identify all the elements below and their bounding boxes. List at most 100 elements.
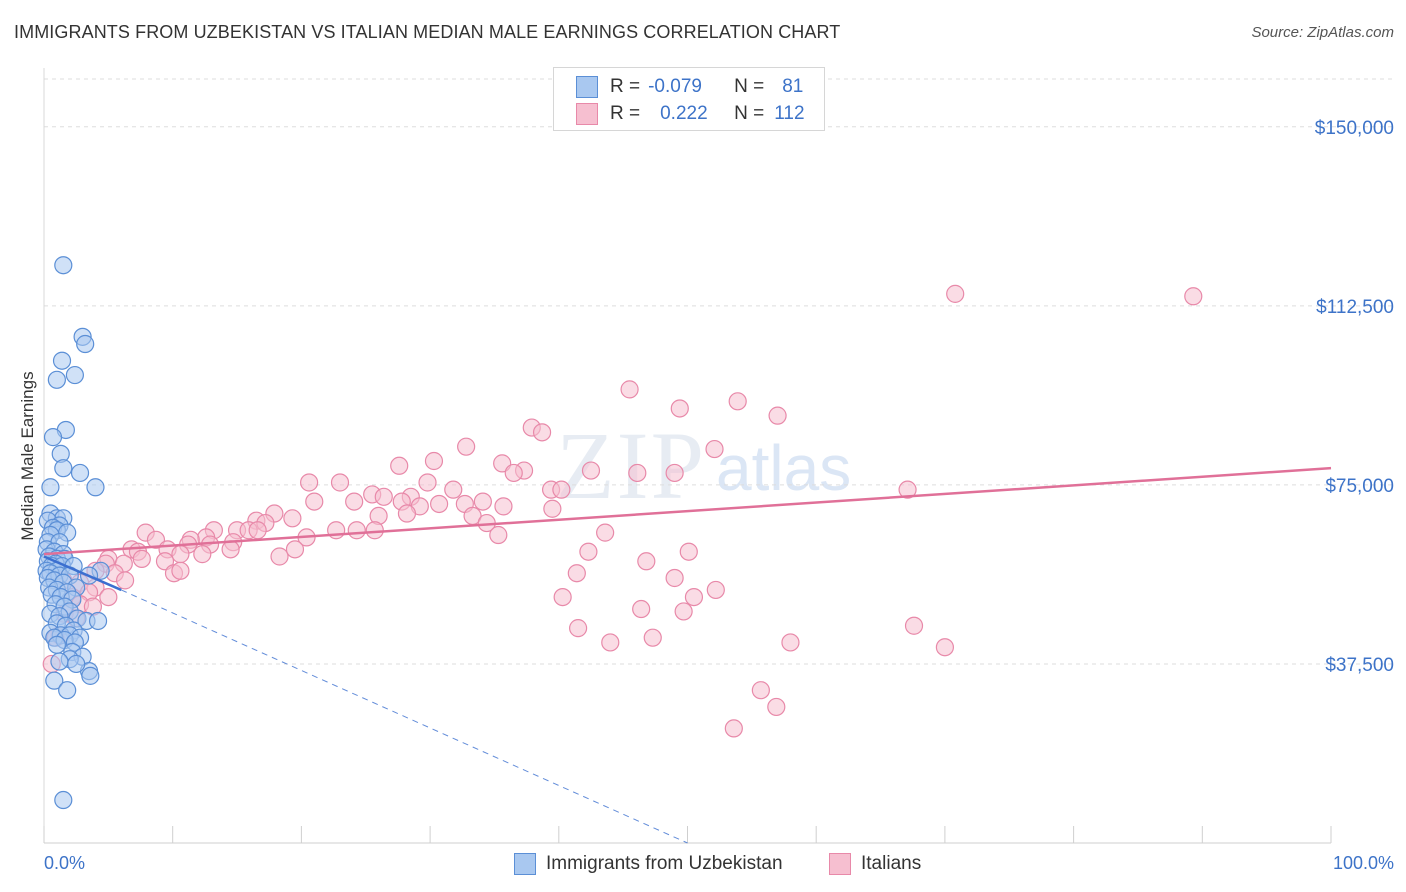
italians-point: [728, 392, 747, 411]
stats-legend-row-italians: R = 0.222 N = 112: [576, 101, 805, 127]
italians-point: [643, 628, 662, 647]
uzbekistan-trend-line: [43, 555, 122, 592]
italians-point: [365, 521, 384, 540]
italians-point: [99, 587, 118, 607]
italians-point: [494, 497, 513, 516]
italians-point: [424, 451, 444, 471]
italians-point: [781, 633, 800, 652]
italians-point: [430, 494, 449, 514]
italians-point: [285, 540, 305, 559]
italians-point: [670, 399, 689, 418]
italians-point: [374, 487, 393, 506]
legend-item-uzbekistan: Immigrants from Uzbekistan: [514, 851, 783, 877]
uzbekistan-point: [70, 463, 90, 483]
italians-point: [504, 463, 523, 483]
italians-point: [221, 540, 240, 559]
italians-point: [193, 545, 212, 564]
italians-point: [270, 547, 289, 566]
stats-legend-row-uzbekistan: R = -0.079 N = 81: [576, 74, 803, 100]
uzbekistan-point: [58, 681, 77, 700]
watermark-zip: ZIP: [556, 412, 706, 519]
uzbekistan-point: [76, 334, 95, 354]
italians-trend-line: [43, 466, 1332, 556]
italians-point: [390, 456, 409, 475]
n-value: 112: [774, 103, 805, 124]
italians-point: [567, 564, 586, 583]
italians-point: [543, 499, 562, 518]
blue-swatch: [514, 853, 536, 875]
italians-point: [767, 697, 786, 717]
italians-point: [601, 633, 620, 652]
italians-point: [132, 549, 151, 568]
source-label: Source: ZipAtlas.com: [1251, 24, 1394, 41]
x-tick-label-min: 0.0%: [44, 853, 85, 873]
chart-title: IMMIGRANTS FROM UZBEKISTAN VS ITALIAN ME…: [14, 22, 841, 42]
r-label: R =: [610, 103, 641, 124]
italians-point: [418, 473, 437, 492]
y-tick-label: $150,000: [1315, 118, 1394, 139]
uzbekistan-point: [67, 654, 86, 674]
italians-point: [705, 439, 724, 459]
italians-point: [444, 480, 463, 499]
italians-point: [569, 619, 588, 638]
italians-point: [473, 492, 492, 511]
r-value: 0.222: [660, 103, 708, 124]
n-label: N =: [734, 76, 765, 97]
x-tick-label-max: 100.0%: [1333, 853, 1394, 873]
italians-point: [345, 492, 364, 511]
italians-point: [637, 552, 656, 571]
italians-point: [397, 504, 417, 523]
italians-point: [305, 492, 324, 511]
italians-point: [532, 423, 552, 442]
uzbekistan-point: [54, 790, 73, 810]
italians-point: [300, 473, 319, 492]
uzbekistan-point: [43, 428, 63, 447]
y-axis-label: Median Male Earnings: [18, 371, 37, 540]
italians-point: [347, 521, 366, 540]
italians-point: [904, 616, 924, 635]
uzbekistan-point: [81, 666, 100, 685]
uzbekistan-point: [47, 635, 66, 654]
italians-point: [684, 587, 704, 607]
legend-label: Immigrants from Uzbekistan: [546, 853, 783, 874]
italians-point: [706, 580, 725, 600]
y-tick-label: $75,000: [1325, 476, 1394, 497]
italians-point: [489, 525, 508, 545]
italians-point: [674, 602, 693, 621]
uzbekistan-point: [54, 256, 73, 275]
italians-point: [171, 561, 190, 580]
watermark: ZIP atlas: [556, 412, 851, 519]
uzbekistan-points: [37, 256, 110, 810]
y-tick-label: $37,500: [1325, 655, 1394, 676]
n-label: N =: [734, 103, 765, 124]
italians-point: [665, 463, 684, 483]
blue-swatch: [576, 76, 598, 98]
uzbekistan-trend-extension: [121, 589, 688, 844]
italians-point: [283, 509, 302, 528]
italians-point: [935, 638, 955, 657]
italians-points: [42, 284, 1203, 738]
stats-legend: R = -0.079 N = 81 R = 0.222 N = 112: [553, 67, 825, 131]
italians-point: [946, 284, 965, 303]
italians-point: [553, 587, 572, 607]
italians-point: [724, 719, 743, 738]
uzbekistan-point: [54, 459, 73, 478]
watermark-atlas: atlas: [716, 432, 851, 504]
italians-point: [457, 437, 476, 456]
uzbekistan-point: [41, 478, 60, 497]
n-value: 81: [782, 76, 804, 97]
legend-label: Italians: [861, 853, 922, 874]
y-tick-label: $112,500: [1316, 297, 1394, 318]
italians-point: [330, 473, 350, 492]
italians-point: [751, 681, 770, 700]
r-value: -0.079: [648, 76, 702, 97]
legend-item-italians: Italians: [829, 851, 921, 877]
grid: [44, 78, 1394, 665]
italians-point: [596, 523, 615, 542]
italians-point: [665, 568, 684, 588]
italians-point: [632, 599, 651, 619]
uzbekistan-point: [50, 652, 69, 671]
uzbekistan-point: [88, 611, 108, 631]
italians-point: [579, 542, 598, 561]
italians-point: [581, 461, 601, 480]
